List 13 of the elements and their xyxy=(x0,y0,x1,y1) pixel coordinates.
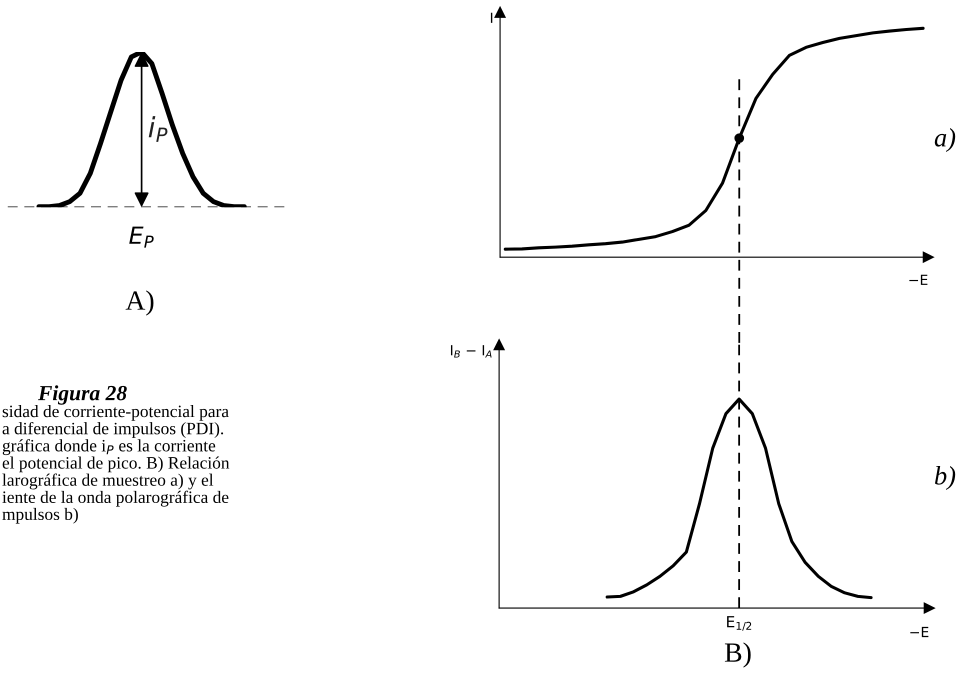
text: E$_{P}$ xyxy=(129,226,154,248)
text: E$_{1/2}$ xyxy=(727,616,752,631)
annotation: i$_{P}$ xyxy=(148,116,168,142)
y-axis-title: I xyxy=(490,12,492,23)
text: sidad de corriente-potencial para a diferencial de impulsos (PDI). gráfica donde i$_{P}$ es la corriente el potencial de pico. B) Relación larográfica de muestreo a) y el iente de la onda polarográfica de mpulsos b) xyxy=(2,405,230,524)
text: Figura 28 xyxy=(38,385,127,405)
x-axis-title: −E xyxy=(909,274,928,285)
y-axis-title: I$_{B}$ − I$_{A}$ xyxy=(450,345,492,358)
x-axis-title: −E xyxy=(910,626,928,638)
text: a) xyxy=(934,128,956,152)
text: b) xyxy=(934,466,956,490)
text: B) xyxy=(724,642,751,668)
text: A) xyxy=(126,290,154,316)
